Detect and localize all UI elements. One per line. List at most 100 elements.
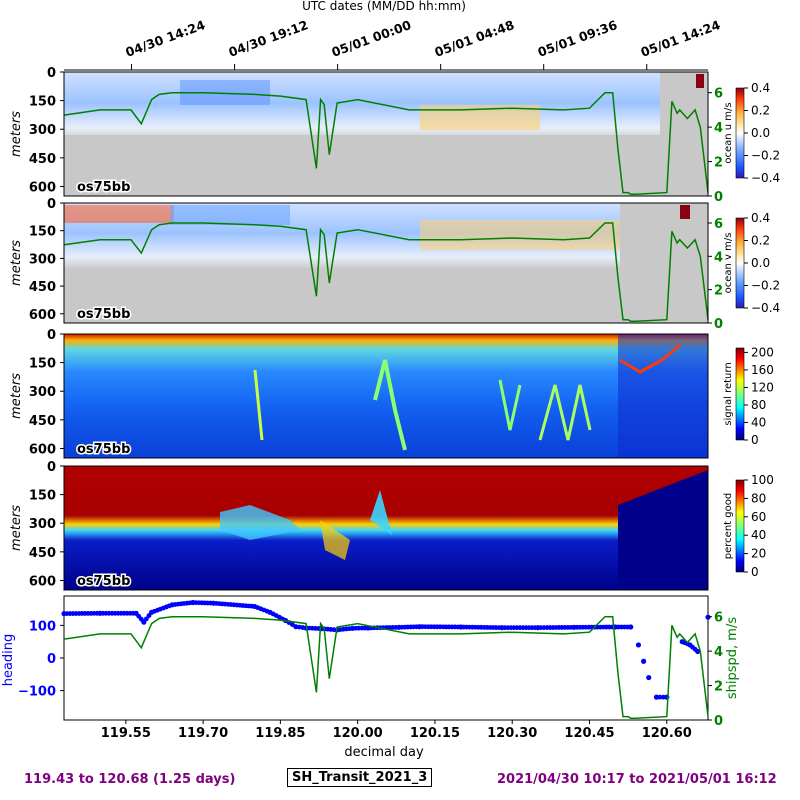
colorbar-label: ocean v m/s (723, 233, 734, 294)
ocean-v-red-spot (680, 205, 690, 219)
date-tick-label: 05/01 00:00 (330, 17, 414, 60)
heading-point (94, 610, 100, 616)
heading-point (208, 600, 213, 606)
ocean-u-shipspd-line (63, 91, 709, 196)
heading-point (393, 624, 399, 630)
heading-point (641, 658, 647, 664)
x-tick-label: 119.70 (178, 726, 228, 741)
depth-tick-label: 600 (29, 180, 56, 195)
heading-point (625, 624, 631, 630)
footer-day-range: 119.43 to 120.68 (1.25 days) (24, 772, 236, 787)
percent-good-frame (63, 465, 709, 591)
colorbar-tick-label: 200 (751, 345, 774, 359)
heading-point (496, 625, 502, 631)
depth-tick-label: 600 (29, 308, 56, 323)
panel-signal-return (63, 333, 709, 459)
colorbar-tick-label: 80 (751, 491, 766, 505)
instrument-label: os75bb (77, 442, 130, 457)
shipspd-tick-label: 6 (714, 611, 723, 626)
date-tick-label: 05/01 09:36 (536, 17, 620, 60)
speed-tick-label: 4 (714, 121, 723, 136)
colorbar-tick-label: 0.0 (751, 256, 770, 270)
footer-date-range: 2021/04/30 10:17 to 2021/05/01 16:12 (497, 772, 777, 787)
instrument-label: os75bb (77, 180, 130, 195)
signal-return-frame (63, 333, 709, 459)
heading-point (362, 625, 368, 631)
signal-track-1 (253, 369, 264, 441)
colorbar-tick-label: 160 (751, 363, 774, 377)
depth-tick-label: 300 (29, 252, 56, 267)
percent-good-late-drop (618, 470, 708, 590)
speed-tick-label: 0 (714, 317, 723, 332)
colorbar-tick-label: −0.2 (751, 149, 780, 163)
colorbar (735, 347, 745, 441)
shipspd-tick-label: 2 (714, 680, 723, 695)
depth-tick-label: 0 (47, 66, 56, 81)
depth-tick-label: 300 (29, 123, 56, 138)
speed-tick-label: 2 (714, 156, 723, 171)
speed-tick-label: 0 (714, 190, 723, 205)
percent-good-dip-3 (370, 490, 392, 535)
heading-point (264, 608, 270, 614)
date-tick-labels: 04/30 14:24 04/30 19:12 05/01 00:00 05/01 0… (64, 17, 723, 71)
colorbar-tick-label: 0.4 (751, 211, 770, 225)
heading-point (290, 622, 295, 628)
heading-tick-label: 0 (47, 652, 56, 667)
speed-tick-label: 2 (714, 284, 723, 299)
colorbar-tick-label: 40 (751, 415, 766, 429)
ocean-u-red-spot (696, 74, 704, 88)
ocean-v-red-patch (64, 205, 174, 223)
shipspd-axis-label: shipspd, m/s (725, 617, 740, 699)
depth-tick-label: 600 (29, 574, 56, 589)
colorbar-tick-label: −0.4 (751, 301, 780, 315)
speed-tick-label: 6 (714, 87, 723, 102)
heading-point (568, 624, 574, 630)
colorbar-tick-label: 100 (751, 473, 774, 487)
heading-point (187, 600, 193, 606)
ocean-v-frame (63, 202, 709, 324)
colorbar-tick-label: 0.2 (751, 234, 770, 248)
heading-plot-frame (63, 595, 709, 721)
colorbar-label: ocean u m/s (723, 102, 734, 163)
x-axis-label: decimal day (344, 745, 424, 760)
speed-tick-label: 6 (714, 217, 723, 232)
signal-track-2 (373, 359, 407, 451)
colorbar-tick-label: −0.4 (751, 171, 780, 185)
heading-tick-label: 100 (29, 619, 56, 634)
ocean-v-no-data-right (620, 203, 708, 323)
depth-tick-label: 0 (47, 460, 56, 475)
depth-tick-label: 450 (29, 152, 56, 167)
heading-series (61, 599, 711, 700)
signal-track-3 (498, 379, 522, 431)
colorbar (735, 217, 745, 309)
footer-cruise-name: SH_Transit_2021_3 (287, 768, 433, 787)
heading-point (130, 610, 136, 616)
heading-point (692, 646, 698, 652)
depth-tick-label: 450 (29, 546, 56, 561)
shipspd-tick-label: 4 (714, 645, 723, 660)
panel-ocean-u (63, 71, 709, 197)
colorbar-tick-label: 0.0 (751, 126, 770, 140)
x-tick-label: 120.45 (564, 726, 614, 741)
heading-point (635, 642, 642, 648)
shipspd-line (63, 615, 709, 720)
percent-good-dip-2 (320, 520, 350, 560)
heading-point (347, 626, 352, 632)
colorbar-tick-label: 0 (751, 433, 759, 447)
heading-point (144, 616, 149, 622)
colorbars: 0.4 0.2 0.0 −0.2 −0.4 ocean u m/s 0.4 0.2 0.0 −0.… (708, 81, 780, 579)
depth-tick-label: 450 (29, 280, 56, 295)
panel-signal-return-plot (64, 334, 708, 458)
depth-axis-label: meters (9, 373, 24, 419)
colorbar-tick-label: 80 (751, 398, 766, 412)
heading-point (249, 603, 255, 609)
colorbar-tick-label: 120 (751, 380, 774, 394)
heading-point (657, 694, 663, 700)
ocean-u-frame (63, 71, 709, 197)
heading-tick-label: −100 (18, 685, 56, 700)
heading-point (455, 624, 461, 630)
top-axis-label: UTC dates (MM/DD hh:mm) (302, 0, 466, 13)
depth-tick-label: 450 (29, 414, 56, 429)
x-tick-label: 120.15 (410, 726, 460, 741)
